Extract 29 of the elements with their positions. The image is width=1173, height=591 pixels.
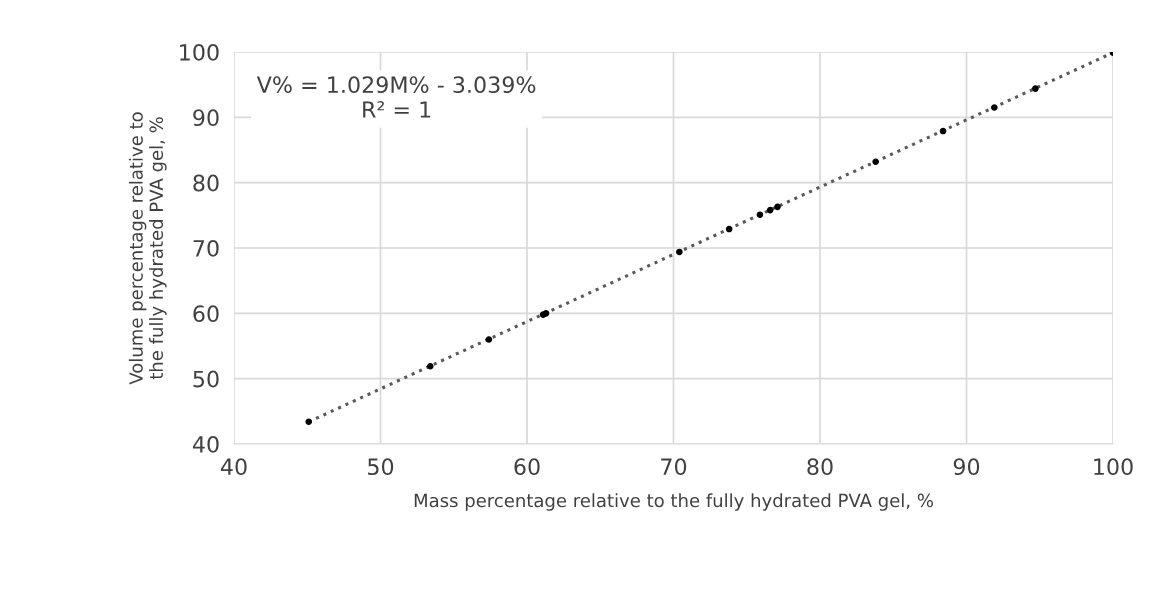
y-tick-label: 80	[193, 174, 219, 192]
x-tick-label: 100	[1094, 458, 1133, 476]
y-tick-label: 60	[193, 305, 219, 323]
point	[676, 248, 683, 256]
x-tick-label: 90	[953, 458, 980, 476]
y-axis-title: Volume percentage relative to the fully hydrated PVA gel, %	[128, 112, 167, 385]
point	[305, 418, 313, 426]
point	[766, 206, 774, 214]
point	[485, 336, 493, 343]
y-tick-label: 40	[192, 435, 219, 453]
point	[939, 127, 947, 135]
y-tick-label: 70	[193, 239, 219, 257]
point	[774, 203, 781, 211]
point	[427, 362, 434, 370]
point	[1032, 85, 1039, 92]
x-tick-label: 80	[807, 458, 833, 476]
y-tick-label: 50	[193, 370, 219, 388]
x-tick-label: 60	[514, 458, 540, 476]
point	[991, 104, 998, 111]
point	[872, 158, 879, 166]
x-tick-label: 40	[220, 458, 247, 476]
point	[756, 211, 764, 218]
y-tick-label: 100	[180, 43, 219, 61]
x-tick-label: 50	[368, 458, 394, 476]
x-axis-title: Mass percentage relative to the fully hydrated PVA gel, %	[414, 493, 933, 511]
annotation: V% = 1.029M% - 3.039% R² = 1	[256, 76, 536, 118]
y-tick-label: 90	[193, 109, 219, 127]
point	[725, 225, 733, 233]
x-tick-label: 70	[661, 458, 687, 476]
